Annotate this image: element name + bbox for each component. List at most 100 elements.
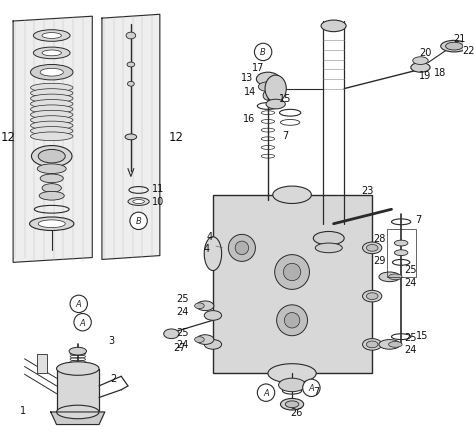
Text: 25: 25 [404, 332, 417, 342]
Ellipse shape [204, 237, 222, 271]
Ellipse shape [56, 405, 99, 419]
Bar [56, 368, 99, 412]
Text: 7: 7 [415, 214, 422, 224]
Ellipse shape [366, 245, 378, 252]
Polygon shape [51, 412, 105, 424]
Ellipse shape [446, 43, 463, 51]
Text: 24: 24 [405, 277, 417, 287]
Ellipse shape [30, 116, 73, 125]
Ellipse shape [33, 31, 70, 42]
Text: 29: 29 [374, 256, 386, 266]
Ellipse shape [389, 274, 402, 280]
Ellipse shape [265, 76, 286, 103]
Circle shape [284, 313, 300, 328]
Text: 15: 15 [279, 94, 292, 104]
Ellipse shape [126, 33, 136, 40]
Text: 20: 20 [419, 48, 431, 58]
Ellipse shape [125, 135, 137, 141]
Ellipse shape [38, 220, 65, 228]
Ellipse shape [30, 100, 73, 109]
Ellipse shape [366, 341, 378, 348]
Text: 23: 23 [361, 185, 374, 195]
Ellipse shape [30, 95, 73, 104]
Text: 22: 22 [463, 46, 474, 56]
Text: 25: 25 [404, 264, 417, 274]
Text: 27: 27 [173, 342, 185, 352]
Ellipse shape [411, 63, 430, 73]
Ellipse shape [128, 82, 134, 87]
Circle shape [74, 314, 91, 331]
Ellipse shape [127, 63, 135, 68]
Ellipse shape [30, 84, 73, 93]
Circle shape [257, 384, 275, 401]
Ellipse shape [29, 217, 74, 231]
Ellipse shape [197, 335, 214, 345]
Text: 14: 14 [245, 87, 257, 97]
Circle shape [283, 264, 301, 281]
Ellipse shape [30, 105, 73, 114]
Circle shape [235, 242, 249, 255]
Ellipse shape [56, 362, 99, 375]
Ellipse shape [256, 73, 280, 86]
Circle shape [263, 91, 273, 101]
Polygon shape [13, 17, 92, 263]
Text: 21: 21 [453, 34, 465, 44]
Circle shape [228, 235, 255, 262]
Circle shape [277, 305, 308, 336]
Ellipse shape [394, 250, 408, 256]
Ellipse shape [441, 41, 468, 53]
Ellipse shape [195, 337, 204, 343]
Ellipse shape [204, 340, 222, 349]
Ellipse shape [321, 21, 346, 33]
Bar [37, 354, 47, 374]
Ellipse shape [30, 127, 73, 136]
Ellipse shape [197, 301, 214, 311]
Ellipse shape [69, 348, 86, 355]
Ellipse shape [33, 48, 70, 59]
Ellipse shape [281, 398, 304, 410]
Text: B: B [260, 48, 266, 57]
Ellipse shape [273, 187, 311, 204]
Ellipse shape [133, 200, 145, 204]
Text: 2: 2 [110, 373, 117, 383]
Ellipse shape [413, 58, 428, 66]
Circle shape [275, 255, 310, 290]
Text: A: A [263, 388, 269, 397]
Text: 28: 28 [374, 233, 386, 243]
Ellipse shape [204, 311, 222, 321]
Bar [387, 229, 416, 277]
Text: 7: 7 [313, 386, 319, 396]
Ellipse shape [195, 303, 204, 309]
Ellipse shape [38, 150, 65, 164]
Text: 19: 19 [419, 71, 431, 81]
Ellipse shape [37, 164, 66, 174]
Text: 10: 10 [152, 196, 164, 206]
Text: 4: 4 [203, 243, 209, 253]
Ellipse shape [363, 291, 382, 302]
Bar [213, 195, 372, 374]
Ellipse shape [31, 146, 72, 168]
Ellipse shape [279, 378, 306, 392]
Ellipse shape [266, 100, 285, 110]
Text: 26: 26 [291, 407, 303, 417]
Text: 25: 25 [176, 293, 188, 303]
Text: 15: 15 [416, 330, 428, 340]
Text: 16: 16 [243, 113, 255, 123]
Ellipse shape [30, 111, 73, 120]
Text: 24: 24 [405, 345, 417, 355]
Circle shape [130, 213, 147, 230]
Text: 12: 12 [169, 131, 184, 144]
Text: 4: 4 [207, 232, 213, 242]
Text: 7: 7 [282, 131, 289, 141]
Ellipse shape [285, 401, 299, 408]
Ellipse shape [40, 69, 64, 77]
Text: A: A [76, 299, 82, 309]
Text: 1: 1 [20, 405, 26, 415]
Ellipse shape [363, 339, 382, 350]
Ellipse shape [39, 192, 64, 201]
Ellipse shape [379, 273, 400, 282]
Text: 24: 24 [176, 306, 188, 316]
Ellipse shape [42, 33, 61, 39]
Ellipse shape [363, 243, 382, 254]
Ellipse shape [389, 342, 402, 348]
